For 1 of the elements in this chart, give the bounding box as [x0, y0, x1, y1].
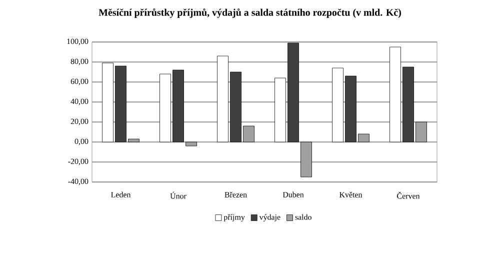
chart-title: Měsíční přírůstky příjmů, výdajů a salda státního rozpočtu (v mld. Kč): [98, 8, 401, 18]
